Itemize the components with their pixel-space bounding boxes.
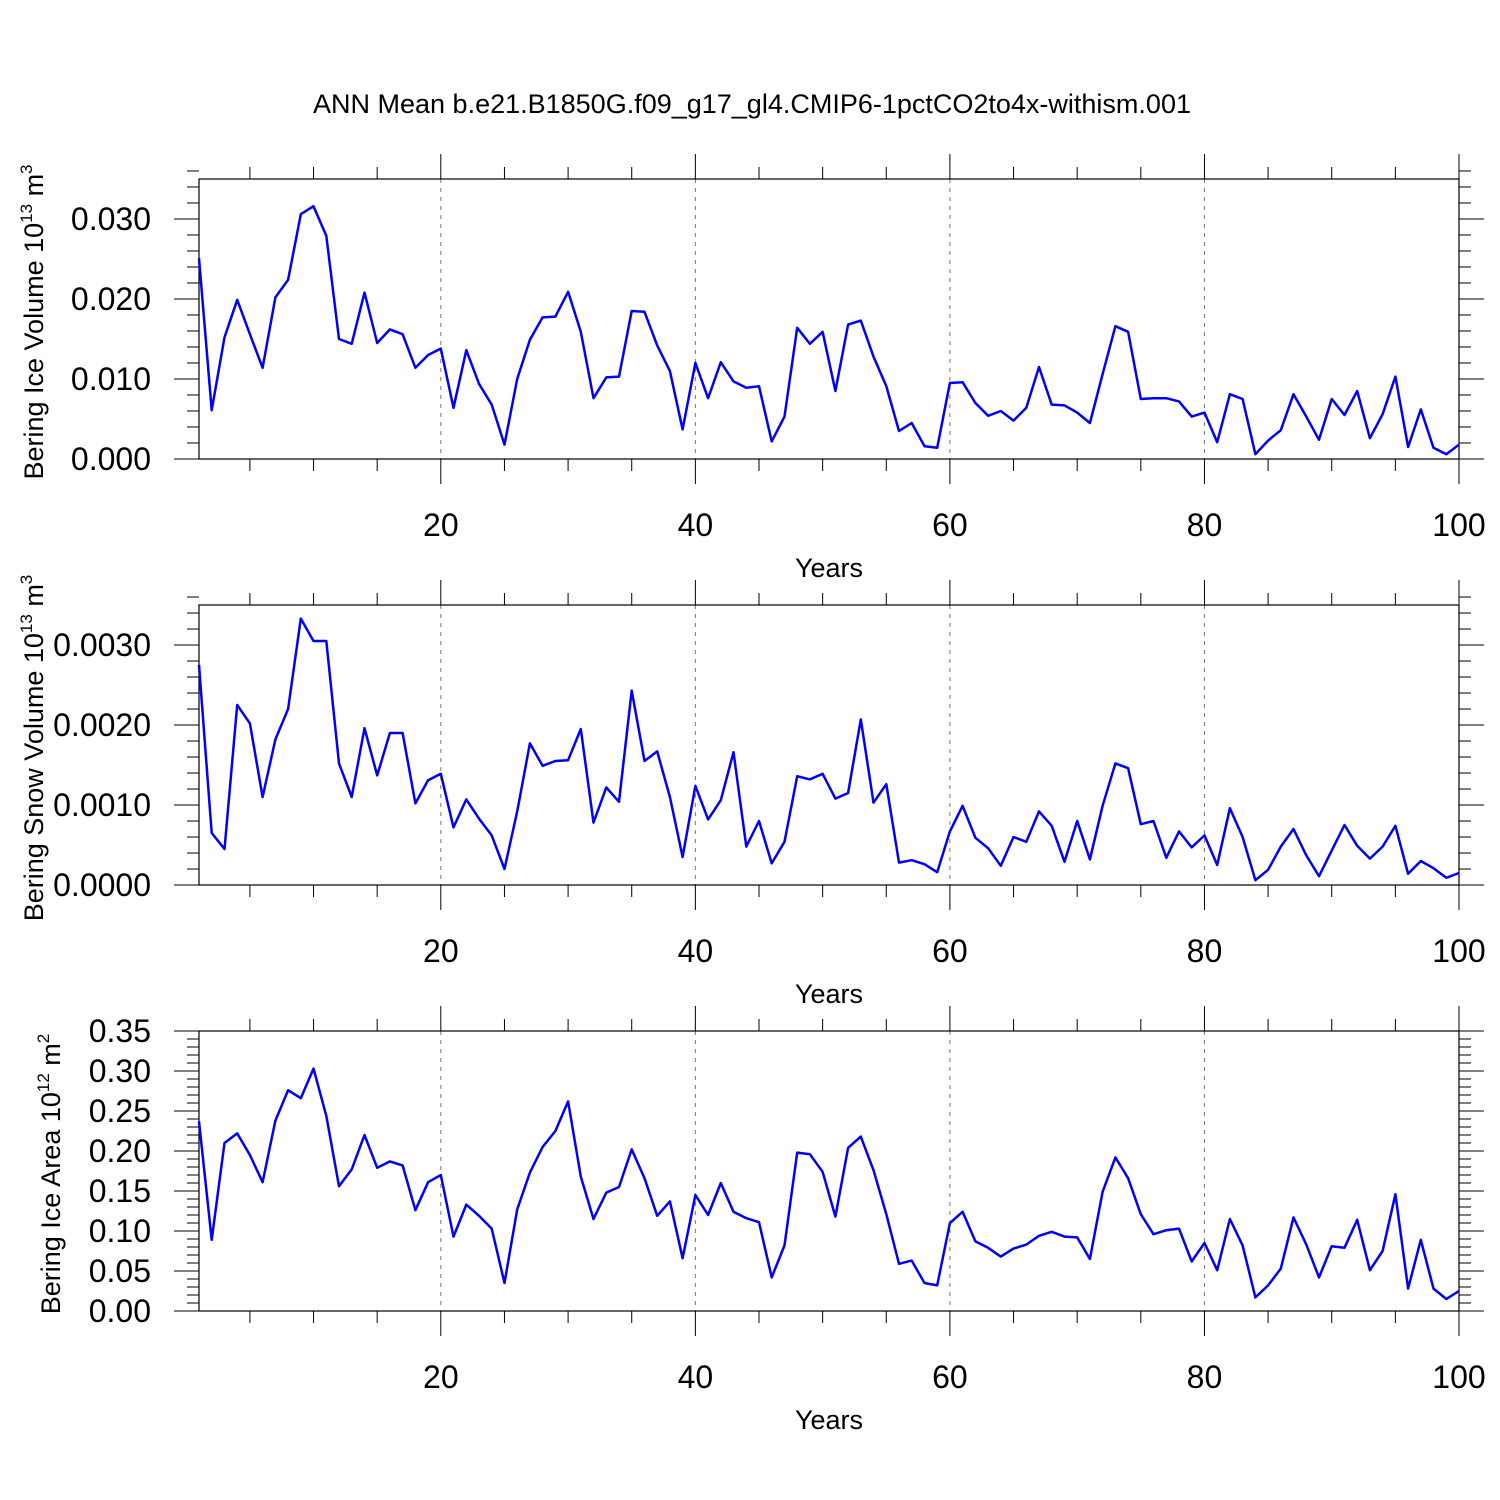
- x-tick-label: 60: [932, 1359, 968, 1395]
- x-tick-label: 20: [423, 1359, 459, 1395]
- x-tick-label: 40: [678, 507, 714, 543]
- y-tick-label: 0.0010: [53, 787, 151, 823]
- data-line-bering-ice-area: [197, 1067, 1460, 1301]
- y-tick-label: 0.00: [89, 1293, 151, 1329]
- plot-frame: [198, 604, 1460, 886]
- y-tick-label: 0.0020: [53, 707, 151, 743]
- x-tick-label: 80: [1187, 507, 1223, 543]
- y-tick-label: 0.30: [89, 1053, 151, 1089]
- y-axis-label: Bering Ice Volume 1013 m3: [17, 164, 49, 479]
- x-tick-label: 80: [1187, 933, 1223, 969]
- y-tick-label: 0.15: [89, 1173, 151, 1209]
- y-tick-label: 0.10: [89, 1213, 151, 1249]
- x-axis-label: Years: [795, 979, 863, 1009]
- figure-title: ANN Mean b.e21.B1850G.f09_g17_gl4.CMIP6-…: [313, 89, 1191, 119]
- chart-panel-2: 0.0000 0.0010 0.0020 0.0030 20 40 60 80 100 Years…: [17, 575, 1486, 1009]
- plot-frame: [198, 1030, 1460, 1312]
- y-axis-label: Bering Ice Area 1012 m2: [34, 1034, 66, 1315]
- y-tick-label: 0.020: [71, 281, 151, 317]
- x-tick-label: 20: [423, 933, 459, 969]
- x-tick-label: 100: [1432, 933, 1485, 969]
- x-axis-label: Years: [795, 553, 863, 583]
- x-tick-label: 40: [678, 1359, 714, 1395]
- x-tick-label: 100: [1432, 507, 1485, 543]
- y-tick-label: 0.25: [89, 1093, 151, 1129]
- y-tick-label: 0.010: [71, 361, 151, 397]
- chart-panel-1: 0.000 0.010 0.020 0.030 20 40 60 80 100 Years Beri…: [17, 154, 1486, 583]
- y-tick-label: 0.20: [89, 1133, 151, 1169]
- y-tick-label: 0.000: [71, 441, 151, 477]
- y-tick-label: 0.0000: [53, 867, 151, 903]
- data-line-bering-ice-volume: [197, 204, 1460, 456]
- x-tick-label: 20: [423, 507, 459, 543]
- data-line-bering-snow-volume: [197, 617, 1460, 882]
- x-tick-label: 60: [932, 507, 968, 543]
- x-axis-label: Years: [795, 1405, 863, 1435]
- chart-panel-3: 0.00 0.05 0.10 0.15 0.20 0.25 0.30 0.35 20 40 60 80…: [34, 1006, 1486, 1435]
- y-tick-label: 0.0030: [53, 627, 151, 663]
- x-tick-label: 100: [1432, 1359, 1485, 1395]
- y-tick-label: 0.05: [89, 1253, 151, 1289]
- x-tick-label: 60: [932, 933, 968, 969]
- y-axis-label: Bering Snow Volume 1013 m3: [17, 575, 49, 922]
- plot-frame: [198, 178, 1460, 460]
- y-tick-label: 0.030: [71, 201, 151, 237]
- x-tick-label: 80: [1187, 1359, 1223, 1395]
- x-tick-label: 40: [678, 933, 714, 969]
- y-tick-label: 0.35: [89, 1013, 151, 1049]
